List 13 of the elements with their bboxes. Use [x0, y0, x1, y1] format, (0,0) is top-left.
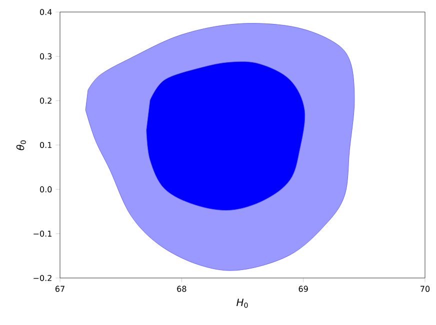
x-tick-label: 67 — [55, 286, 64, 292]
y-tick-label: 0.3 — [40, 53, 52, 60]
y-axis-title: θ$_{0}$ — [16, 140, 26, 150]
y-tick-label: −0.2 — [34, 274, 52, 282]
x-axis-title: H$_{0}$ — [236, 298, 248, 308]
y-tick-label: 0.0 — [40, 186, 52, 192]
x-tick-label: 69 — [298, 286, 308, 292]
y-tick-label: 0.2 — [40, 98, 52, 104]
y-tick-label: 0.4 — [40, 8, 52, 16]
y-tick-label: −0.1 — [34, 230, 52, 237]
y-tick-label: 0.1 — [40, 142, 52, 148]
x-tick-label: 68 — [177, 286, 186, 292]
x-tick-label: 70 — [420, 286, 430, 292]
